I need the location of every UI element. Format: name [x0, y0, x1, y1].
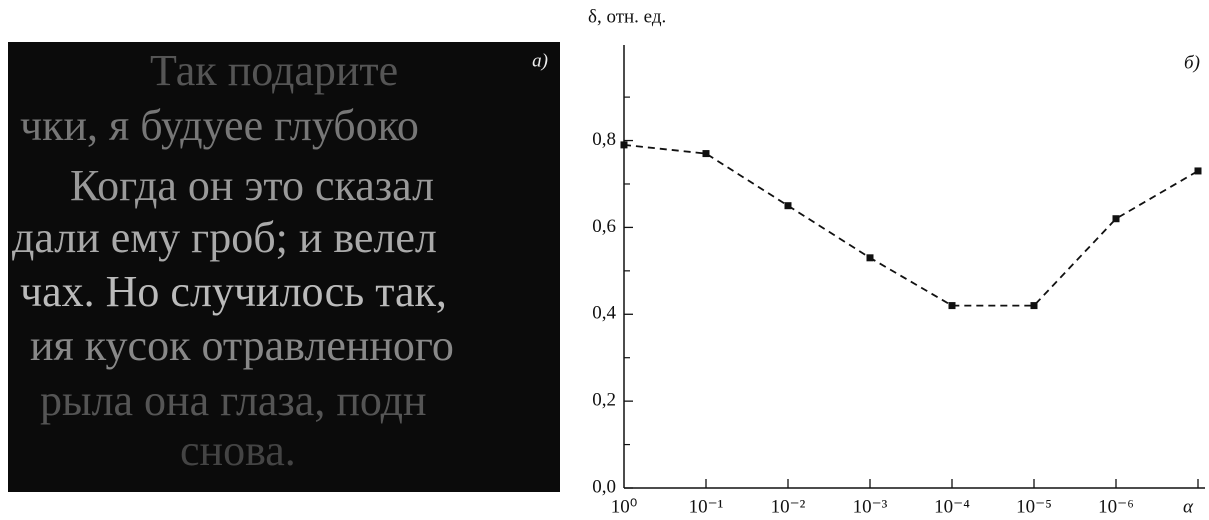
x-tick-label: 10⁻³ — [853, 496, 888, 517]
x-tick-label: 10⁻¹ — [689, 496, 724, 517]
x-axis-title: α — [1183, 496, 1194, 517]
y-tick-label: 0,4 — [592, 303, 616, 324]
photo-text: ия кусок отравленного — [30, 321, 454, 370]
x-tick-label: 10⁻² — [771, 496, 806, 517]
y-tick-label: 0,0 — [592, 476, 616, 497]
data-point — [948, 302, 956, 310]
photo-text: Когда он это сказал — [70, 161, 434, 210]
data-point — [1112, 215, 1120, 223]
y-tick-label: 0,2 — [592, 389, 616, 410]
data-point — [1030, 302, 1038, 310]
photo-text: дали ему гроб; и велел — [12, 213, 437, 262]
data-point — [784, 202, 792, 210]
y-tick-label: 0,8 — [592, 129, 616, 150]
data-point — [702, 150, 710, 158]
y-axis-title: δ, отн. ед. — [588, 6, 666, 27]
panel-label: б) — [1184, 52, 1200, 73]
photo-text: Так подарите — [150, 46, 398, 95]
x-tick-label: 10⁻⁵ — [1016, 496, 1052, 517]
photo-text: снова. — [180, 426, 296, 475]
x-tick-label: 10⁰ — [611, 496, 638, 517]
photo-text: чах. Но случилось так, — [20, 267, 447, 316]
y-tick-label: 0,6 — [592, 216, 616, 237]
data-point — [1194, 167, 1202, 175]
data-point — [866, 254, 874, 262]
photo-label: а) — [532, 50, 548, 71]
data-line — [623, 143, 1199, 307]
photo — [8, 42, 560, 492]
data-point — [620, 141, 628, 149]
photo-text: рыла она глаза, подн — [40, 376, 427, 425]
x-tick-label: 10⁻⁶ — [1098, 496, 1134, 517]
x-tick-label: 10⁻⁴ — [934, 496, 970, 517]
photo-text: чки, я будуее глубоко — [20, 101, 419, 150]
